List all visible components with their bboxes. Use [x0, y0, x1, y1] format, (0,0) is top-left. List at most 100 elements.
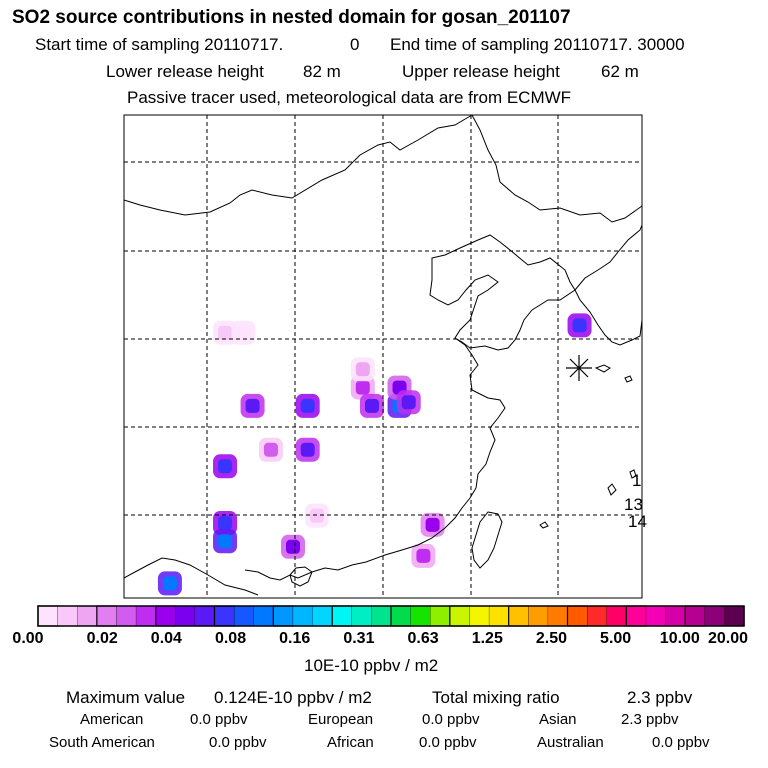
colorbar-cell: [566, 605, 589, 627]
colorbar-cell: [155, 605, 177, 627]
colorbar-cell: [371, 605, 392, 627]
end-time-label: End time of sampling 20110717. 30000: [390, 35, 685, 54]
contribution-cell: [218, 534, 233, 549]
max-value: 0.124E-10 ppbv / m2: [214, 688, 372, 707]
region-value: 0.0 ppbv: [190, 711, 248, 728]
region-name: Australian: [537, 734, 604, 751]
region-value: 0.0 ppbv: [419, 734, 477, 751]
colorbar-cell: [645, 605, 667, 627]
colorbar-cell: [528, 605, 549, 627]
map-label: 14: [628, 512, 647, 531]
contribution-cell: [285, 539, 300, 554]
colorbar-tick-label: 2.50: [535, 630, 568, 647]
colorbar-tick-label: 1.25: [471, 630, 503, 647]
colorbar-tick-label: 0.31: [343, 630, 375, 647]
contribution-cell: [236, 325, 251, 340]
region-value: 2.3 ppbv: [621, 711, 679, 728]
contribution-cell: [218, 515, 233, 530]
colorbar-tick-label: 5.00: [600, 630, 632, 647]
receptor-marker: [566, 355, 592, 381]
colorbar-cell: [488, 605, 510, 627]
contribution-cell: [572, 318, 587, 333]
total-mixing-value: 2.3 ppbv: [627, 688, 693, 707]
region-name: South American: [49, 734, 155, 751]
region-value: 0.0 ppbv: [652, 734, 710, 751]
coastlines: [123, 114, 643, 596]
map-frame: [123, 114, 643, 599]
border-line: [123, 557, 259, 596]
contribution-cell: [162, 576, 177, 591]
colorbar-cell: [430, 605, 451, 627]
colorbar-cell: [704, 605, 726, 627]
contribution-cell: [263, 442, 278, 457]
region-name: African: [327, 734, 374, 751]
colorbar-cell: [233, 605, 255, 627]
colorbar-tick-label: 0.63: [407, 630, 439, 647]
colorbar-cell: [213, 605, 236, 627]
max-value-label: Maximum value: [66, 688, 186, 707]
region-name: European: [308, 711, 374, 728]
contribution-cell: [364, 398, 379, 413]
colorbar-tick-label: 20.00: [707, 630, 749, 647]
colorbar-tick-label: 0.00: [12, 630, 44, 647]
colorbar-tick-label: 0.08: [214, 630, 247, 647]
colorbar-cell: [77, 605, 98, 627]
colorbar-cell: [390, 605, 412, 627]
colorbar-tick-label: 10.00: [659, 630, 700, 647]
coastline-hainan: [289, 566, 313, 587]
lower-height-value: 82 m: [303, 62, 341, 81]
coastline-taiwan: [471, 511, 503, 569]
contribution-cell: [300, 442, 315, 457]
upper-height-value: 62 m: [601, 62, 639, 81]
chart-title: SO2 source contributions in nested domai…: [12, 7, 571, 28]
contribution-cell: [218, 325, 233, 340]
colorbar-cell: [724, 605, 745, 627]
contribution-cells: [157, 313, 592, 596]
contribution-cell: [218, 459, 233, 474]
lower-height-label: Lower release height: [106, 62, 264, 81]
colorbar-cell: [253, 605, 274, 627]
total-mixing-label: Total mixing ratio: [432, 688, 560, 707]
colorbar-cells: [37, 605, 745, 627]
contribution-cell: [401, 395, 416, 410]
colorbar-cell: [57, 605, 78, 627]
colorbar-unit: 10E-10 ppbv / m2: [304, 656, 439, 675]
colorbar-cell: [175, 605, 196, 627]
island: [629, 469, 637, 479]
upper-height-label: Upper release height: [402, 62, 560, 81]
colorbar-cell: [96, 605, 118, 627]
contribution-cell: [416, 548, 431, 563]
contribution-cell: [355, 362, 370, 377]
colorbar-cell: [331, 605, 353, 627]
colorbar-cell: [547, 605, 569, 627]
colorbar-cell: [312, 605, 333, 627]
colorbar-cell: [625, 605, 648, 627]
contribution-cell: [309, 508, 324, 523]
map-label: 1: [632, 471, 641, 490]
contribution-cell: [300, 398, 315, 413]
grid-lines: [124, 115, 642, 598]
colorbar-cell: [606, 605, 627, 627]
colorbar-cell: [351, 605, 373, 627]
contribution-cell: [355, 380, 370, 395]
colorbar-cell: [292, 605, 314, 627]
colorbar-cell: [508, 605, 530, 627]
colorbar-frame: [37, 605, 745, 627]
colorbar-cell: [135, 605, 157, 627]
colorbar-cell: [116, 605, 137, 627]
colorbar-cell: [410, 605, 431, 627]
island: [624, 375, 633, 383]
colorbar-tick-label: 0.02: [86, 630, 118, 647]
region-name: Asian: [539, 711, 577, 728]
island: [539, 521, 549, 529]
colorbar-tick-label: 0.16: [279, 630, 311, 647]
colorbar-cell: [272, 605, 295, 627]
colorbar-tick-label: 0.04: [150, 630, 182, 647]
start-time-label: Start time of sampling 20110717.: [35, 35, 284, 54]
data-source-note: Passive tracer used, meteorological data…: [127, 88, 572, 107]
colorbar-cell: [684, 605, 706, 627]
border-line: [471, 114, 643, 223]
region-value: 0.0 ppbv: [422, 711, 480, 728]
